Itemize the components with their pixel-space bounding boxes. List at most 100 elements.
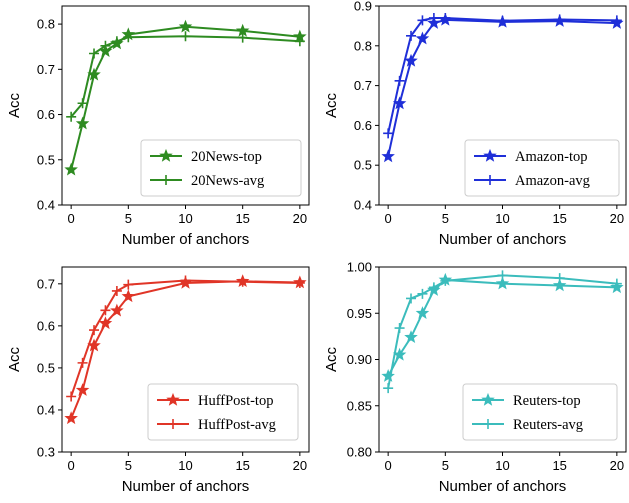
data-point [75,116,90,130]
data-point [383,128,394,139]
legend-marker [161,175,171,185]
data-point [110,303,124,317]
y-axis-label: Acc [323,347,340,373]
x-tick-label: 5 [125,458,132,473]
legend-marker [481,392,495,406]
x-tick-label: 15 [235,211,249,226]
data-point [66,111,77,122]
data-point [406,30,417,41]
data-point [180,275,191,286]
data-point [381,149,395,163]
data-point [417,288,428,299]
x-tick-label: 20 [293,458,307,473]
data-point [89,325,100,336]
data-point [497,270,508,281]
y-tick-label: 0.5 [37,360,55,375]
legend-box [462,383,618,441]
x-tick-label: 10 [178,211,192,226]
chart-panel-top-right: 0 5 10 15 20 0.4 0.5 0.6 0.7 0.8 0.9 Number of anch… [323,0,627,248]
x-tick-label: 0 [68,458,75,473]
data-point [178,19,193,33]
data-point [75,383,90,396]
data-point [66,391,77,402]
legend-box [147,383,299,441]
x-tick-label: 5 [442,458,449,473]
y-tick-label: 0.8 [354,38,372,53]
legend-marker [166,392,180,406]
data-point [100,40,111,51]
x-tick-label: 15 [552,211,566,226]
data-point [394,323,405,334]
data-point [404,330,418,344]
data-point [77,98,88,109]
data-point [64,162,78,176]
legend-label: Reuters-top [513,393,581,409]
data-point [495,276,510,290]
data-point [237,276,248,287]
y-tick-label: 0.9 [354,0,372,14]
data-point [294,36,305,47]
y-tick-label: 1.00 [347,260,372,275]
y-tick-label: 0.4 [37,402,55,417]
y-tick-label: 0.85 [347,398,372,413]
y-tick-label: 0.6 [354,118,372,133]
data-point [428,12,439,23]
x-axis-label: Number of anchors [122,478,250,495]
legend-marker [159,148,173,162]
data-point [89,48,100,59]
data-point [440,275,451,286]
y-axis-label: Acc [323,93,340,119]
legend-box [464,139,620,197]
x-tick-label: 15 [552,458,566,473]
data-point [77,357,88,368]
data-point [394,75,405,86]
y-tick-label: 0.3 [37,445,55,460]
data-point [611,278,622,289]
x-tick-label: 20 [610,211,624,226]
y-tick-label: 0.5 [354,158,372,173]
x-axis-label: Number of anchors [439,231,567,248]
legend-label: 20News-avg [191,173,264,189]
data-point [383,383,394,394]
legend-label: HuffPost-avg [198,417,276,433]
data-point [180,31,191,42]
y-tick-label: 0.5 [37,152,55,167]
y-tick-label: 0.4 [37,198,55,213]
data-point [294,277,305,288]
x-tick-label: 0 [68,211,75,226]
y-tick-label: 0.8 [37,17,55,32]
y-tick-label: 0.90 [347,352,372,367]
x-tick-label: 10 [495,458,509,473]
legend-marker [168,419,178,429]
legend: Amazon-top Amazon-avg [464,139,620,197]
data-point [98,316,113,330]
x-tick-label: 0 [385,211,392,226]
legend-box [140,139,302,197]
data-point [381,369,395,382]
legend-marker [483,419,493,429]
y-tick-label: 0.95 [347,306,372,321]
data-point [111,36,122,47]
data-point [111,285,122,296]
x-axis-label: Number of anchors [122,231,250,248]
legend-marker [483,148,497,162]
y-tick-label: 0.80 [347,445,372,460]
y-tick-label: 0.6 [37,107,55,122]
data-point [552,278,567,292]
x-axis-label: Number of anchors [439,478,567,495]
legend: 20News-top 20News-avg [140,139,302,197]
legend-label: HuffPost-top [198,393,273,409]
legend: HuffPost-top HuffPost-avg [147,383,299,441]
chart-panel-top-left: 0 5 10 15 20 0.4 0.5 0.6 0.7 0.8 Number of anchors… [6,5,310,248]
data-point [497,15,508,26]
y-tick-label: 0.4 [354,198,372,213]
data-point [428,282,439,293]
y-tick-label: 0.6 [37,318,55,333]
data-point [554,14,565,25]
x-tick-label: 15 [235,458,249,473]
chart-panel-bottom-left: 0 5 10 15 20 0.3 0.4 0.5 0.6 0.7 Number of anchors… [6,266,310,495]
x-tick-label: 5 [442,211,449,226]
x-tick-label: 0 [385,458,392,473]
data-point [415,31,430,45]
chart-panel-bottom-right: 0 5 10 15 20 0.80 0.85 0.90 0.95 1.00 Number of an… [323,260,627,495]
